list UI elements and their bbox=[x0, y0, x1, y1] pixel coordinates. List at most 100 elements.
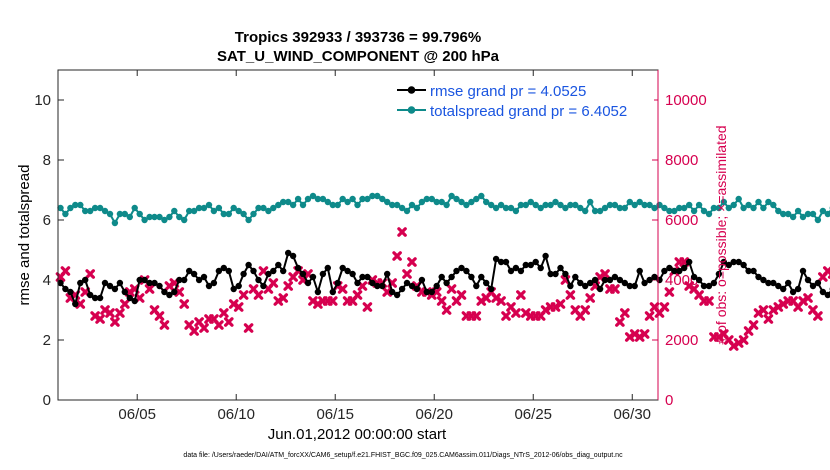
totalspread-point bbox=[324, 198, 331, 206]
rmse-point bbox=[418, 276, 426, 284]
rmse-point bbox=[710, 279, 718, 287]
totalspread-point bbox=[547, 201, 554, 209]
rmse-point bbox=[379, 282, 386, 290]
totalspread-point bbox=[240, 210, 247, 218]
rmse-point bbox=[324, 264, 331, 272]
rmse-point bbox=[82, 276, 89, 284]
totalspread-point bbox=[478, 192, 485, 200]
obs-assimilated-point bbox=[748, 320, 759, 330]
rmse-point bbox=[265, 270, 272, 278]
totalspread-point bbox=[517, 201, 525, 209]
totalspread-point bbox=[448, 192, 455, 200]
rmse-point bbox=[636, 267, 643, 275]
totalspread-point bbox=[492, 204, 500, 212]
obs-assimilated-point bbox=[189, 326, 199, 336]
series-totalspread bbox=[57, 192, 830, 227]
totalspread-point bbox=[606, 201, 614, 209]
rmse-point bbox=[502, 258, 510, 266]
rmse-point bbox=[299, 270, 307, 278]
obs-assimilated-point bbox=[471, 311, 482, 321]
rmse-point bbox=[200, 273, 208, 281]
totalspread-point bbox=[334, 201, 341, 209]
totalspread-point bbox=[720, 198, 727, 206]
totalspread-point bbox=[67, 204, 74, 212]
y-left-axis-ticks: 0 2 4 6 8 10 bbox=[34, 92, 64, 409]
rmse-point bbox=[745, 267, 752, 275]
totalspread-point bbox=[567, 201, 574, 209]
totalspread-point bbox=[57, 204, 64, 212]
rmse-point bbox=[725, 261, 732, 269]
rmse-point bbox=[433, 282, 440, 290]
rmse-point bbox=[294, 264, 302, 272]
totalspread-point bbox=[304, 195, 312, 203]
rmse-point bbox=[339, 264, 346, 272]
y-left-tick-label: 10 bbox=[34, 92, 51, 109]
rmse-point bbox=[591, 276, 599, 284]
totalspread-point bbox=[235, 207, 242, 215]
rmse-point bbox=[824, 291, 830, 299]
totalspread-point bbox=[136, 210, 143, 218]
totalspread-point bbox=[789, 213, 797, 221]
totalspread-point bbox=[755, 198, 762, 206]
totalspread-point bbox=[161, 216, 168, 224]
rmse-point bbox=[562, 270, 569, 278]
totalspread-point bbox=[591, 207, 599, 215]
obs-assimilated-point bbox=[120, 299, 130, 309]
rmse-point bbox=[819, 288, 827, 296]
rmse-point bbox=[403, 279, 411, 287]
rmse-point bbox=[389, 288, 396, 296]
totalspread-point bbox=[700, 207, 708, 215]
rmse-point bbox=[225, 267, 232, 275]
rmse-point bbox=[542, 252, 549, 260]
totalspread-point bbox=[443, 201, 450, 209]
rmse-point bbox=[354, 279, 361, 287]
obs-assimilated-point bbox=[664, 287, 675, 297]
totalspread-point bbox=[349, 195, 356, 203]
totalspread-point bbox=[72, 201, 79, 209]
totalspread-point bbox=[502, 204, 510, 212]
rmse-point bbox=[309, 273, 317, 281]
totalspread-point bbox=[418, 198, 426, 206]
totalspread-point bbox=[512, 207, 520, 215]
rmse-point bbox=[656, 276, 663, 284]
rmse-point bbox=[250, 267, 257, 275]
totalspread-point bbox=[438, 198, 445, 206]
rmse-point bbox=[730, 258, 737, 266]
rmse-point bbox=[423, 288, 430, 296]
totalspread-point bbox=[507, 204, 515, 212]
obs-assimilated-point bbox=[803, 293, 813, 303]
totalspread-point bbox=[398, 204, 406, 212]
totalspread-point bbox=[646, 201, 653, 209]
rmse-point bbox=[215, 267, 223, 275]
obs-assimilated-point bbox=[511, 308, 521, 318]
rmse-point bbox=[532, 258, 539, 266]
totalspread-point bbox=[389, 201, 396, 209]
totalspread-point bbox=[141, 216, 148, 224]
obs-assimilated-point bbox=[402, 269, 412, 279]
obs-assimilated-point bbox=[585, 293, 595, 303]
obs-assimilated-point bbox=[441, 305, 452, 315]
totalspread-point bbox=[631, 201, 638, 209]
y-right-tick-label: 6000 bbox=[665, 212, 698, 229]
totalspread-point bbox=[205, 201, 213, 209]
y-right-tick-label: 8000 bbox=[665, 152, 698, 169]
y-left-axis-label: rmse and totalspread bbox=[16, 165, 33, 306]
rmse-point bbox=[369, 279, 376, 287]
totalspread-point bbox=[131, 204, 138, 212]
rmse-point bbox=[374, 282, 381, 290]
totalspread-point bbox=[116, 210, 124, 218]
totalspread-point bbox=[82, 207, 89, 215]
rmse-point bbox=[121, 288, 128, 296]
totalspread-point bbox=[621, 204, 628, 212]
totalspread-point bbox=[166, 213, 173, 221]
rmse-point bbox=[106, 282, 114, 290]
totalspread-point bbox=[497, 201, 505, 209]
rmse-point bbox=[458, 264, 465, 272]
rmse-point bbox=[765, 279, 772, 287]
totalspread-point bbox=[309, 192, 317, 200]
rmse-point bbox=[809, 282, 817, 290]
rmse-point bbox=[651, 273, 658, 281]
totalspread-point bbox=[299, 201, 307, 209]
rmse-point bbox=[151, 279, 158, 287]
